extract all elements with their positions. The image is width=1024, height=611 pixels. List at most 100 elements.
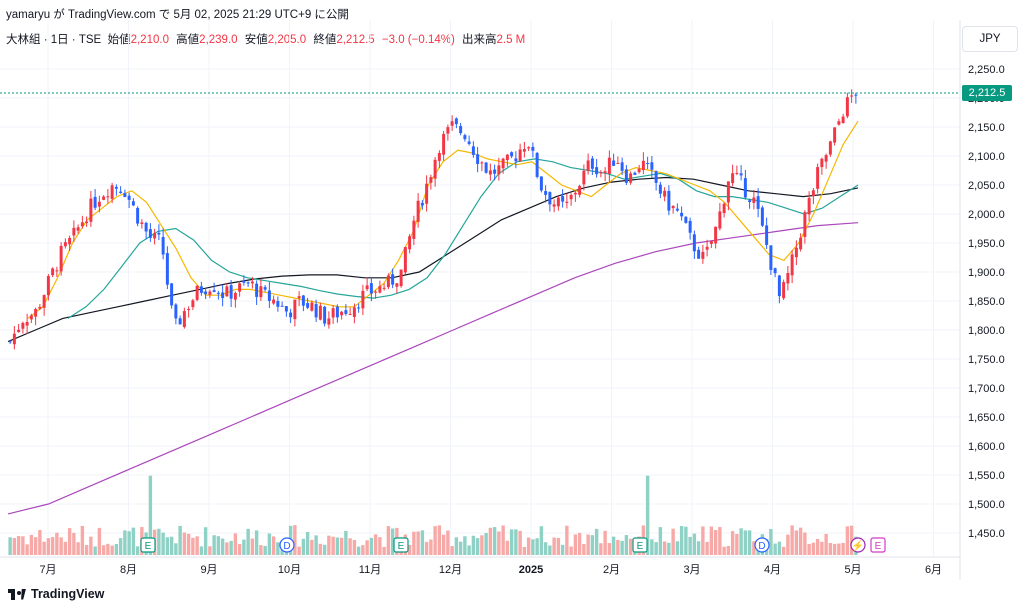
candle-body [641, 160, 645, 171]
volume-bar [72, 532, 76, 555]
volume-bar [46, 538, 51, 555]
candle-body [637, 168, 641, 173]
split-event-icon[interactable]: ⚡ [850, 537, 866, 553]
earnings-event-icon[interactable]: E [393, 537, 409, 553]
candle-body [369, 283, 373, 294]
candle-body [539, 176, 543, 191]
volume-bar [488, 527, 493, 555]
candle-body [476, 154, 480, 164]
volume-bar [790, 525, 794, 555]
event-marker-label: E [875, 541, 882, 552]
volume-bar [739, 528, 743, 555]
candle-body [80, 222, 84, 227]
candle-body [459, 126, 463, 134]
event-marker-label: D [758, 541, 765, 552]
volume-bar [348, 538, 352, 555]
volume-bar [433, 526, 437, 555]
candle-body [548, 192, 552, 205]
candle-body [187, 309, 191, 311]
brand-label: TradingView [31, 587, 105, 601]
earnings-event-icon[interactable]: E [140, 537, 156, 553]
volume-bar [556, 537, 561, 555]
candle-body [272, 299, 276, 304]
x-tick-label: 2025 [519, 564, 543, 576]
dividend-event-icon[interactable]: D [279, 537, 295, 553]
volume-bar [305, 532, 310, 555]
volume-bar [458, 541, 463, 555]
candle-body [102, 196, 106, 200]
volume-bar [509, 529, 514, 555]
event-marker-label: E [398, 541, 405, 552]
volume-bar [101, 545, 106, 555]
event-marker-shape [140, 537, 156, 553]
volume-bar [131, 527, 136, 555]
candle-body [590, 158, 594, 169]
candle-body [378, 286, 382, 293]
high-label: 高値 [176, 34, 200, 46]
candle-body [89, 198, 93, 222]
volume-bar [616, 540, 620, 555]
volume-bar [407, 544, 412, 555]
dividend-event-icon[interactable]: D [754, 537, 770, 553]
volume-bar [514, 529, 518, 555]
earnings-event-icon[interactable]: E [632, 537, 648, 553]
volume-bar [271, 536, 276, 555]
volume-bar [492, 527, 497, 555]
volume-bar [161, 532, 165, 555]
x-tick-label: 8月 [120, 564, 137, 576]
y-tick-label: 2,000.0 [968, 209, 1005, 221]
earnings-event-icon[interactable]: E [870, 537, 886, 553]
volume-bar [339, 537, 344, 555]
candle-body [51, 268, 55, 276]
volume-bar [552, 537, 556, 555]
volume-bar [63, 541, 68, 555]
volume-bar [373, 534, 378, 555]
candle-body [845, 97, 849, 117]
currency-button[interactable]: JPY [962, 26, 1018, 52]
candle-body [565, 201, 569, 203]
x-tick-label: 3月 [683, 564, 700, 576]
volume-bar [837, 543, 841, 555]
candle-body [493, 169, 497, 174]
x-tick-label: 9月 [200, 564, 217, 576]
candle-body [12, 333, 16, 345]
volume-bar [80, 525, 85, 555]
volume-bar [29, 534, 34, 555]
candle-body [790, 254, 794, 276]
candle-body [382, 287, 386, 289]
candle-body [284, 306, 288, 312]
candle-body [735, 172, 739, 174]
candle-body [352, 307, 356, 317]
x-tick-label: 10月 [278, 564, 301, 576]
symbol-label[interactable]: 大林組 · 1日 · TSE [6, 34, 102, 46]
moving-averages [7, 120, 859, 515]
volume-bar [310, 539, 314, 555]
volume-bar [212, 535, 216, 555]
volume-bar [747, 530, 752, 555]
volume-bar [599, 543, 603, 555]
candle-body [425, 183, 429, 204]
candle-body [157, 232, 161, 235]
candles [8, 89, 858, 350]
volume-bar [12, 537, 17, 555]
candle-body [357, 307, 361, 309]
event-marker-shape [279, 537, 295, 553]
volume-bar [237, 544, 242, 555]
candle-body [544, 191, 548, 195]
volume-bar [701, 526, 705, 555]
candle-body [650, 162, 654, 170]
candle-body [850, 95, 854, 97]
volume-bar [446, 530, 450, 555]
candle-body [318, 305, 322, 320]
candle-body [624, 169, 628, 183]
candle-body [144, 222, 148, 232]
candle-body [55, 270, 59, 272]
tradingview-logo[interactable]: TradingView [8, 587, 104, 601]
candle-body [131, 201, 135, 206]
y-tick-label: 1,450.0 [968, 528, 1005, 540]
volume-bar [786, 534, 790, 555]
candle-body [760, 207, 764, 226]
candle-body [106, 196, 110, 198]
candle-body [233, 292, 237, 300]
